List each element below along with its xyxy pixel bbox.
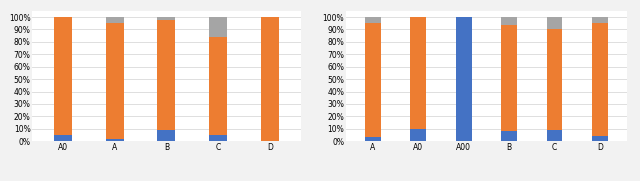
Bar <box>365 23 381 137</box>
Bar <box>410 129 426 141</box>
Bar <box>106 139 124 141</box>
Bar <box>592 136 608 141</box>
Bar <box>501 131 517 141</box>
Bar <box>365 137 381 141</box>
Bar <box>157 17 175 20</box>
Bar <box>54 135 72 141</box>
Bar <box>547 130 563 141</box>
Bar <box>365 17 381 23</box>
Bar <box>501 24 517 131</box>
Bar <box>260 17 279 141</box>
Bar <box>106 17 124 23</box>
Bar <box>209 37 227 135</box>
Bar <box>547 17 563 30</box>
Bar <box>157 130 175 141</box>
Bar <box>209 135 227 141</box>
Bar <box>106 23 124 139</box>
Bar <box>209 17 227 37</box>
Bar <box>592 23 608 136</box>
Bar <box>456 17 472 141</box>
Bar <box>157 20 175 130</box>
Bar <box>54 17 72 135</box>
Bar <box>410 17 426 129</box>
Bar <box>592 17 608 23</box>
Bar <box>501 17 517 24</box>
Bar <box>547 30 563 130</box>
